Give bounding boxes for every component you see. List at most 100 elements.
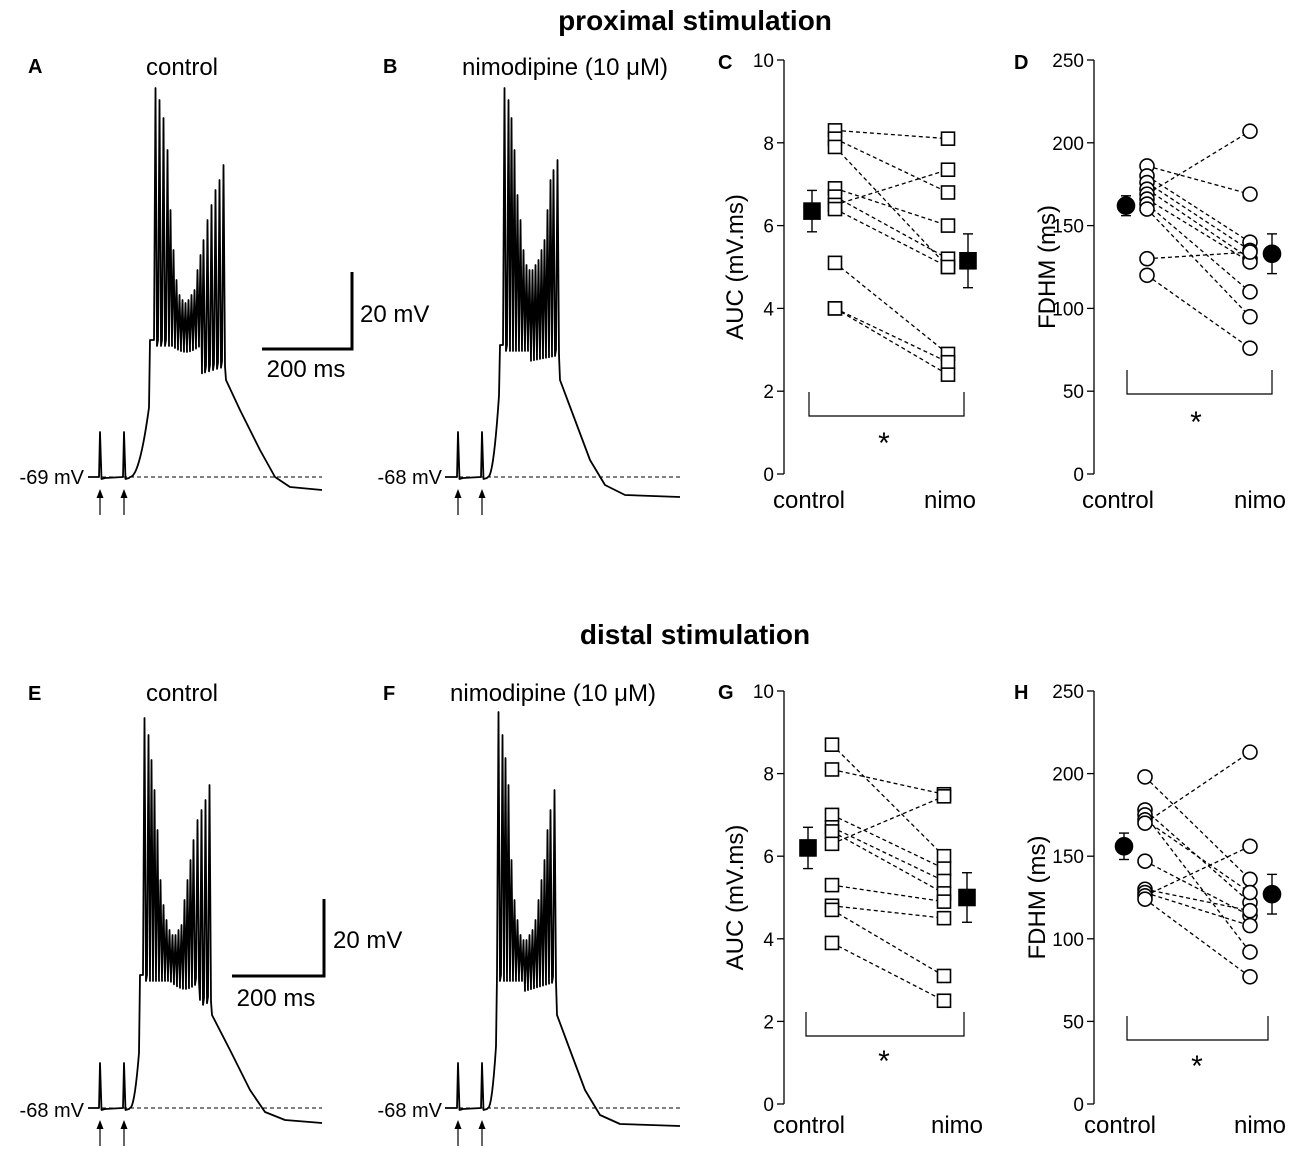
scale-bar-top-lines [262,272,354,351]
pair-line [831,909,945,977]
y-tick-label: 250 [1052,682,1084,703]
y-tick-label: 2 [763,382,774,403]
data-point-nimo [1242,308,1258,325]
y-tick-label: 50 [1063,1012,1084,1033]
data-point-control [824,807,840,823]
trace-a-waveform [88,87,323,491]
y-tick-label: 10 [753,682,774,703]
y-tick-label: 150 [1052,217,1084,238]
significance-star: * [1190,406,1202,439]
data-point-nimo [1242,123,1258,140]
trace-e-vm: -68 mV [20,1100,85,1122]
y-axis-label: AUC (mV.ms) [722,194,749,340]
data-point-control [1137,815,1153,831]
chart-d: D 0 50 100 150 200 250 FDHM (ms) control nimo * [1014,51,1286,514]
y-tick-label: 6 [763,847,774,868]
pair-line [831,830,945,894]
stimulus-arrow [478,1120,486,1146]
stimulus-arrow [120,1120,128,1146]
data-point-nimo [1242,284,1258,300]
y-tick-label: 8 [763,765,774,786]
data-point-control [824,737,840,752]
data-point-nimo [936,861,952,876]
data-point-nimo [1242,340,1258,356]
trace-b-vm: -68 mV [378,467,443,489]
trace-e-label: control [146,680,218,707]
data-point-nimo [940,354,956,370]
data-point-nimo [940,218,956,233]
scale-bar-bottom-amplitude: 20 mV [333,927,402,954]
pair-line [834,129,949,140]
pair-line [1144,898,1251,978]
data-point-control [827,255,843,271]
y-tick-label: 2 [763,1012,774,1033]
stimulus-arrow-head [96,1120,104,1129]
mean-marker-nimo [1262,884,1282,904]
data-point-nimo [936,873,952,889]
x-category-label: nimo [1234,1112,1286,1139]
mean-marker-nimo [1262,244,1282,264]
significance-star: * [1191,1050,1203,1083]
panel-letter: G [718,682,734,704]
pair-line [831,795,945,845]
y-tick-label: 6 [763,217,774,238]
data-point-control [827,139,843,155]
data-point-control [827,201,843,217]
data-point-control [1137,853,1153,869]
pair-line [831,744,945,857]
trace-b-label: nimodipine (10 μM) [462,54,668,81]
pair-line [1146,198,1251,263]
y-axis-label: FDHM (ms) [1024,836,1051,960]
data-point-control [1139,250,1155,267]
panel-letter-e: E [28,683,41,705]
panel-letter: D [1014,52,1028,74]
pair-line [831,814,945,870]
scale-bar-top-time: 200 ms [267,356,346,383]
pair-line [834,307,949,376]
pair-line [834,196,949,260]
trace-a-label: control [146,54,218,81]
x-category-label: control [773,1112,845,1139]
data-point-control [1139,267,1155,284]
mean-marker-control [803,202,821,220]
data-point-nimo [936,789,952,804]
data-point-control [824,762,840,777]
data-point-nimo [936,993,952,1009]
y-tick-label: 0 [1073,1095,1084,1116]
scale-bar-bottom: 20 mV 200 ms [232,899,402,1012]
significance-star: * [878,1045,890,1078]
data-point-control [824,935,840,951]
data-point-control [827,301,843,316]
y-axis-label: AUC (mV.ms) [722,825,749,971]
data-point-nimo [940,185,956,200]
panel-letter: C [718,52,732,74]
mean-marker-control [1116,196,1136,216]
panel-letter-f: F [383,683,395,705]
y-axis-label: FDHM (ms) [1034,205,1061,329]
stimulus-arrow [454,489,462,515]
data-point-nimo [1242,744,1258,760]
mean-marker-control [799,839,817,857]
x-category-label: nimo [931,1112,983,1139]
data-point-control [1139,201,1155,217]
distal-title: distal stimulation [580,619,810,650]
significance-bracket [1126,370,1273,395]
stimulus-arrow-head [454,1120,462,1129]
stimulus-arrow-head [478,489,486,498]
mean-marker-control [1114,836,1134,856]
scale-bar-top-amplitude: 20 mV [360,301,429,328]
pair-line [831,905,945,919]
data-point-nimo [940,367,956,382]
stimulus-arrow [454,1120,462,1146]
pair-line [834,138,949,194]
y-tick-label: 4 [763,299,774,320]
data-point-control [824,877,840,893]
y-tick-label: 250 [1052,51,1084,72]
pair-line [1144,814,1251,953]
stimulus-arrow [96,1120,104,1146]
scale-bar-bottom-time: 200 ms [237,985,316,1012]
data-point-nimo [940,162,956,178]
trace-f-waveform [445,711,681,1127]
pair-line [1144,845,1251,897]
